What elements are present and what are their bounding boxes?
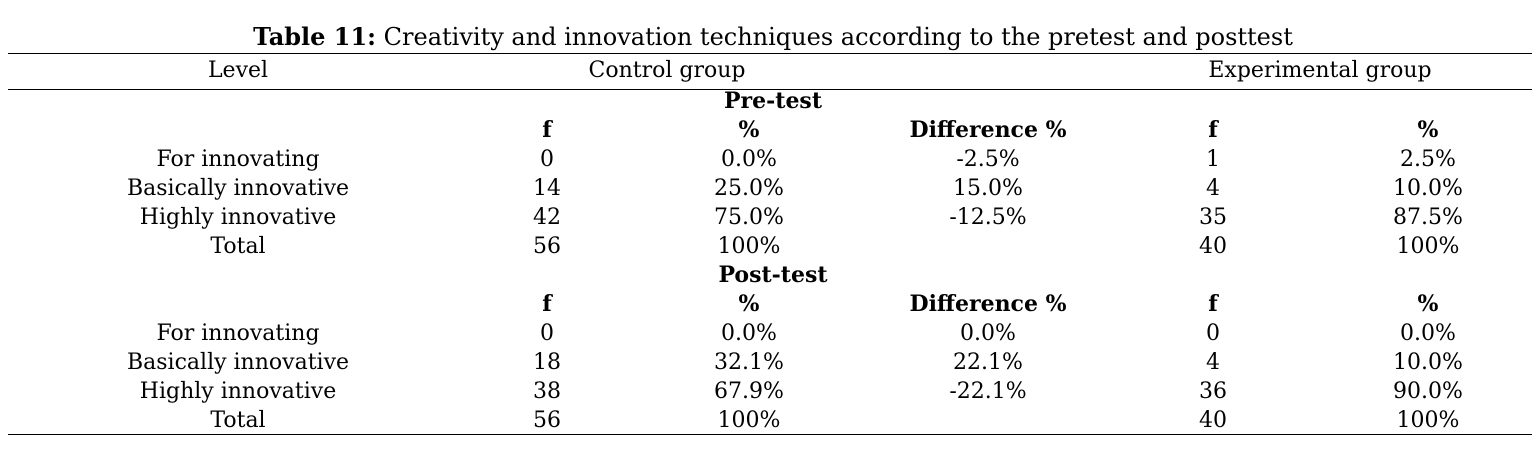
control-percent-cell: 0.0% xyxy=(721,147,777,172)
experimental-percent-cell: 10.0% xyxy=(1393,176,1463,201)
header-control-group: Control group xyxy=(588,58,746,83)
difference-cell: 15.0% xyxy=(953,176,1023,201)
experimental-percent-cell: 100% xyxy=(1396,234,1460,259)
column-experimental-percent: % xyxy=(1417,117,1439,143)
column-experimental-f: f xyxy=(1208,291,1218,317)
control-f-cell: 18 xyxy=(533,350,561,375)
control-f-cell: 0 xyxy=(540,147,554,172)
level-cell: For innovating xyxy=(156,147,320,172)
table-title: Creativity and innovation techniques acc… xyxy=(383,23,1293,51)
header-experimental-group: Experimental group xyxy=(1208,58,1432,83)
difference-cell: 0.0% xyxy=(960,321,1016,346)
column-control-percent: % xyxy=(738,291,760,317)
experimental-f-cell: 4 xyxy=(1206,350,1220,375)
column-control-percent: % xyxy=(738,117,760,143)
pretest-title: Pre-test xyxy=(724,88,822,114)
control-percent-cell: 0.0% xyxy=(721,321,777,346)
top-rule xyxy=(8,53,1532,54)
experimental-f-cell: 40 xyxy=(1199,234,1227,259)
difference-cell: -22.1% xyxy=(949,379,1027,404)
header-level: Level xyxy=(207,58,269,83)
control-percent-cell: 100% xyxy=(717,408,781,433)
control-percent-cell: 100% xyxy=(717,234,781,259)
table-row: Basically innovative 14 25.0% 15.0% 4 10… xyxy=(0,174,1540,203)
experimental-percent-cell: 100% xyxy=(1396,408,1460,433)
control-percent-cell: 25.0% xyxy=(714,176,784,201)
table-row-total: Total 56 100% 40 100% xyxy=(0,406,1540,435)
table-row: For innovating 0 0.0% -2.5% 1 2.5% xyxy=(0,145,1540,174)
column-control-f: f xyxy=(542,291,552,317)
experimental-f-cell: 36 xyxy=(1199,379,1227,404)
experimental-percent-cell: 87.5% xyxy=(1393,205,1463,230)
experimental-f-cell: 4 xyxy=(1206,176,1220,201)
experimental-f-cell: 1 xyxy=(1206,147,1220,172)
experimental-f-cell: 0 xyxy=(1206,321,1220,346)
level-cell: Basically innovative xyxy=(126,350,350,375)
experimental-percent-cell: 2.5% xyxy=(1400,147,1456,172)
control-percent-cell: 67.9% xyxy=(714,379,784,404)
experimental-percent-cell: 10.0% xyxy=(1393,350,1463,375)
posttest-column-header: f % Difference % f % xyxy=(0,290,1540,319)
column-experimental-percent: % xyxy=(1417,291,1439,317)
column-control-f: f xyxy=(542,117,552,143)
table-row: Highly innovative 42 75.0% -12.5% 35 87.… xyxy=(0,203,1540,232)
difference-cell: -2.5% xyxy=(956,147,1020,172)
control-f-cell: 0 xyxy=(540,321,554,346)
header-rule xyxy=(8,89,1532,90)
control-percent-cell: 32.1% xyxy=(714,350,784,375)
column-difference: Difference % xyxy=(909,117,1067,143)
control-f-cell: 56 xyxy=(533,408,561,433)
experimental-f-cell: 40 xyxy=(1199,408,1227,433)
control-f-cell: 14 xyxy=(533,176,561,201)
level-cell: Basically innovative xyxy=(126,176,350,201)
difference-cell: -12.5% xyxy=(949,205,1027,230)
experimental-percent-cell: 0.0% xyxy=(1400,321,1456,346)
column-difference: Difference % xyxy=(909,291,1067,317)
column-experimental-f: f xyxy=(1208,117,1218,143)
table-row: For innovating 0 0.0% 0.0% 0 0.0% xyxy=(0,319,1540,348)
bottom-rule xyxy=(8,434,1532,435)
control-f-cell: 56 xyxy=(533,234,561,259)
table-row: Basically innovative 18 32.1% 22.1% 4 10… xyxy=(0,348,1540,377)
table-row: Highly innovative 38 67.9% -22.1% 36 90.… xyxy=(0,377,1540,406)
difference-cell: 22.1% xyxy=(953,350,1023,375)
experimental-f-cell: 35 xyxy=(1199,205,1227,230)
table-row-total: Total 56 100% 40 100% xyxy=(0,232,1540,261)
experimental-percent-cell: 90.0% xyxy=(1393,379,1463,404)
control-percent-cell: 75.0% xyxy=(714,205,784,230)
control-f-cell: 42 xyxy=(533,205,561,230)
level-cell: Total xyxy=(210,408,266,433)
level-cell: Highly innovative xyxy=(139,379,337,404)
level-cell: For innovating xyxy=(156,321,320,346)
table-caption: Table 11: Creativity and innovation tech… xyxy=(0,22,1540,52)
level-cell: Highly innovative xyxy=(139,205,337,230)
posttest-title: Post-test xyxy=(718,262,828,288)
level-cell: Total xyxy=(210,234,266,259)
table-label: Table 11: xyxy=(253,22,377,51)
control-f-cell: 38 xyxy=(533,379,561,404)
pretest-column-header: f % Difference % f % xyxy=(0,116,1540,145)
